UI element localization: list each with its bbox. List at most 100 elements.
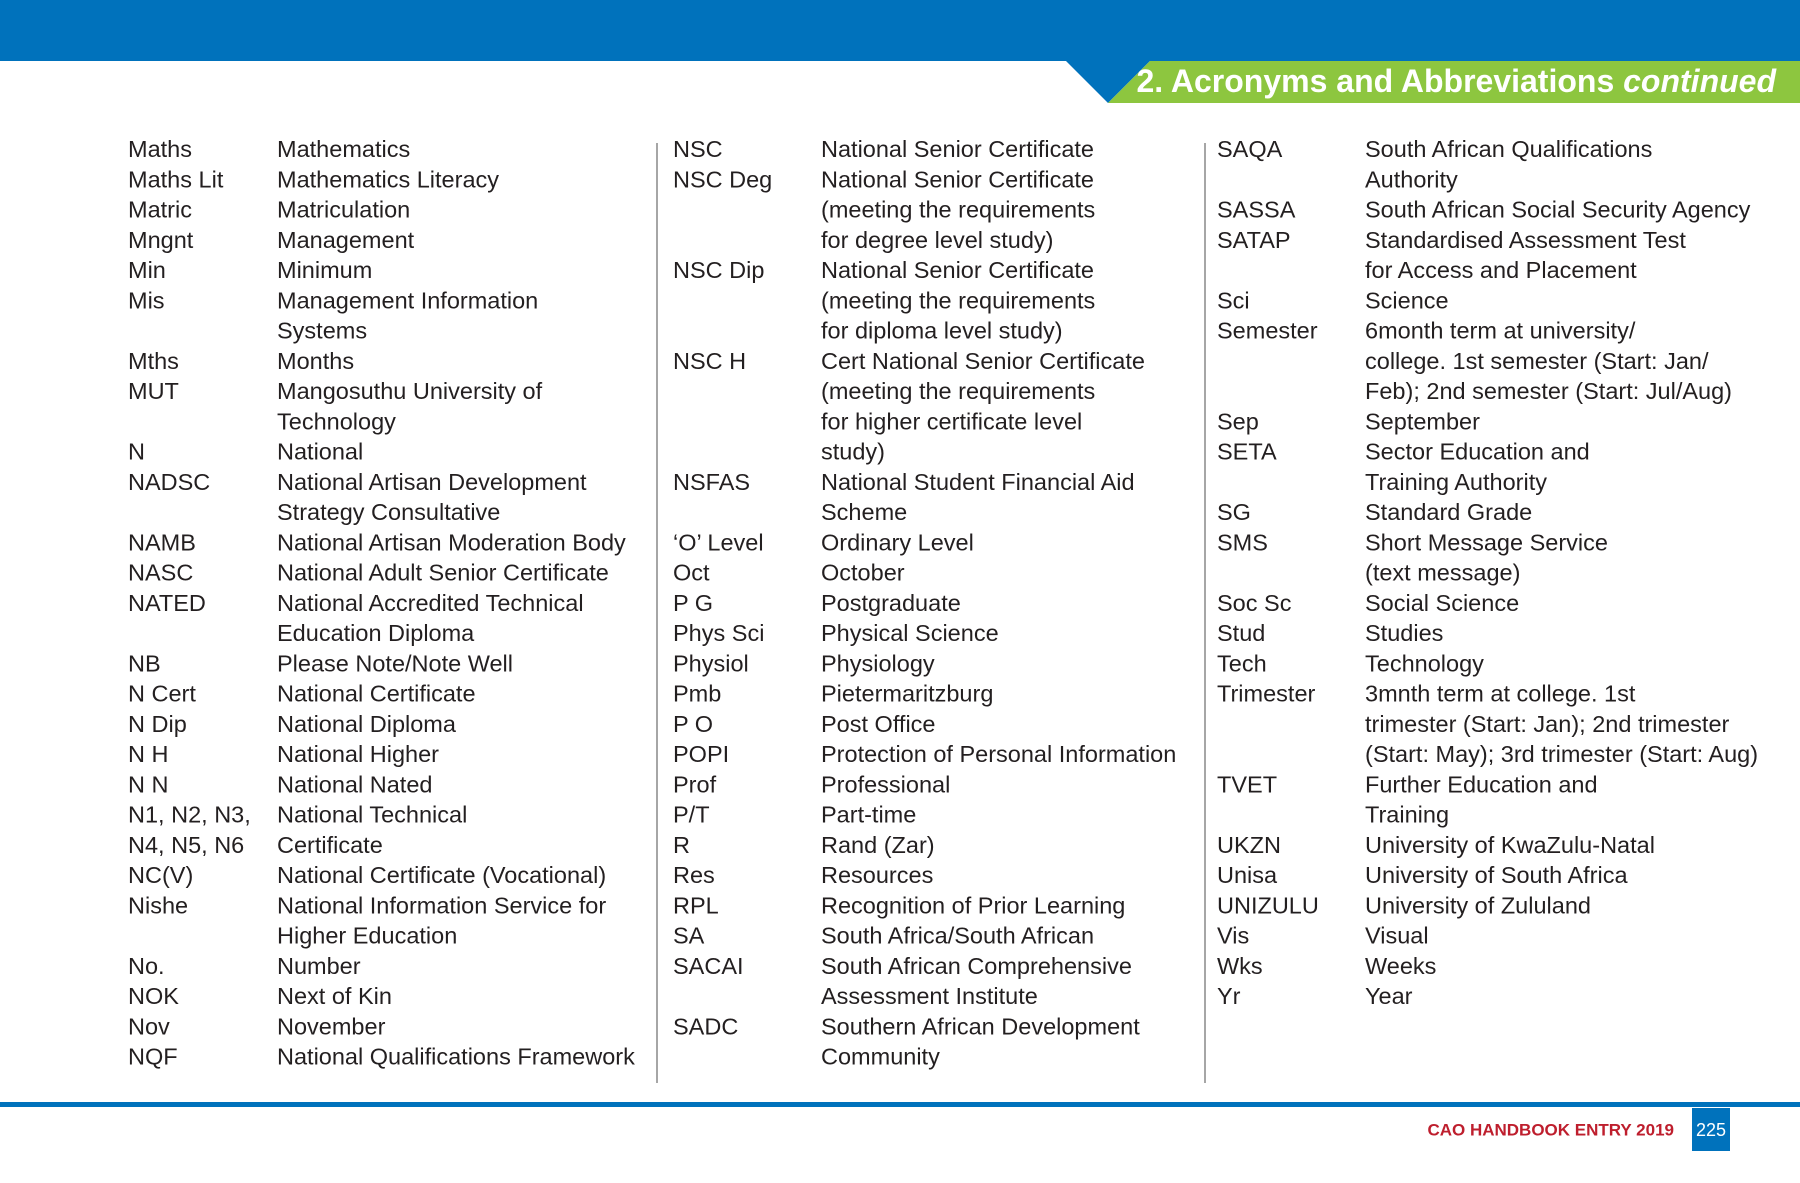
definition: Post Office (821, 711, 936, 737)
definition: National Higher (277, 741, 439, 767)
definition: 6month term at university/ (1365, 318, 1636, 344)
acronym: N4, N5, N6 (128, 832, 244, 858)
definition: National Senior Certificate (821, 136, 1094, 162)
definition: Matriculation (277, 197, 410, 223)
acronym: NSC (673, 136, 723, 162)
definition: National Artisan Moderation Body (277, 529, 626, 555)
acronym: NQF (128, 1044, 178, 1070)
acronym: P G (673, 590, 713, 616)
definition: Sector Education and (1365, 439, 1590, 465)
definition: Recognition of Prior Learning (821, 892, 1125, 918)
acronym: Unisa (1217, 862, 1278, 888)
definition: National Accredited Technical (277, 590, 584, 616)
definition: Systems (277, 318, 367, 344)
acronym: Min (128, 257, 166, 283)
acronym: TVET (1217, 771, 1277, 797)
definition: for Access and Placement (1365, 257, 1637, 283)
subtitle: continued (1623, 63, 1777, 99)
acronym: Phys Sci (673, 620, 764, 646)
acronym: UNIZULU (1217, 892, 1319, 918)
definition: National Information Service for (277, 892, 606, 918)
acronym: Sci (1217, 287, 1250, 313)
definition: Next of Kin (277, 983, 392, 1009)
acronym: Matric (128, 197, 192, 223)
definition: Scheme (821, 499, 907, 525)
definition: Management (277, 227, 415, 253)
header-wedge (1066, 61, 1150, 103)
definition: Resources (821, 862, 933, 888)
definition: Minimum (277, 257, 372, 283)
definition: University of South Africa (1365, 862, 1628, 888)
acronym: NADSC (128, 469, 210, 495)
definition: (meeting the requirements (821, 197, 1095, 223)
definition: National Adult Senior Certificate (277, 560, 609, 586)
acronym: POPI (673, 741, 729, 767)
acronym: Tech (1217, 650, 1267, 676)
definition: Protection of Personal Information (821, 741, 1176, 767)
acronym: Maths (128, 136, 192, 162)
definition: November (277, 1013, 386, 1039)
acronym: SADC (673, 1013, 738, 1039)
definition: trimester (Start: Jan); 2nd trimester (1365, 711, 1730, 737)
definition: Year (1365, 983, 1413, 1009)
acronym: N N (128, 771, 168, 797)
definition: Higher Education (277, 923, 457, 949)
definition: (Start: May); 3rd trimester (Start: Aug) (1365, 741, 1758, 767)
acronym: SATAP (1217, 227, 1291, 253)
header-bar (0, 0, 1800, 61)
definition: Science (1365, 287, 1449, 313)
acronym: SG (1217, 499, 1251, 525)
definition: Pietermaritzburg (821, 681, 993, 707)
header-title: 2. Acronyms and Abbreviations continued (1136, 63, 1777, 99)
definition: Strategy Consultative (277, 499, 500, 525)
acronym: SASSA (1217, 197, 1296, 223)
definition: Southern African Development (821, 1013, 1140, 1039)
definition: South African Social Security Agency (1365, 197, 1751, 223)
definition: Weeks (1365, 953, 1436, 979)
acronym: SA (673, 923, 705, 949)
definition: National Certificate (Vocational) (277, 862, 606, 888)
definition: Further Education and (1365, 771, 1598, 797)
acronym: NSC Deg (673, 166, 772, 192)
acronym: NSC H (673, 348, 746, 374)
definition: National Student Financial Aid (821, 469, 1135, 495)
acronym-list: Maths Mathematics Maths Lit Mathematics Lit… (128, 136, 1758, 1070)
definition: study) (821, 439, 885, 465)
acronym: Mngnt (128, 227, 194, 253)
definition: Part-time (821, 802, 916, 828)
definition: for degree level study) (821, 227, 1054, 253)
definition: South African Qualifications (1365, 136, 1652, 162)
definition: Short Message Service (1365, 529, 1608, 555)
definition: Professional (821, 771, 950, 797)
acronym: Sep (1217, 408, 1259, 434)
acronym: P/T (673, 802, 710, 828)
definition: (text message) (1365, 560, 1520, 586)
definition: National Diploma (277, 711, 457, 737)
acronym: N1, N2, N3, (128, 802, 251, 828)
definition: Cert National Senior Certificate (821, 348, 1145, 374)
page-number-box (1692, 1108, 1730, 1151)
acronym: N (128, 439, 145, 465)
acronym: Physiol (673, 650, 749, 676)
acronym: Wks (1217, 953, 1263, 979)
acronym: Res (673, 862, 715, 888)
definition: National Nated (277, 771, 432, 797)
definition: National Technical (277, 802, 467, 828)
page-number: 225 (1696, 1120, 1726, 1140)
definition: Standardised Assessment Test (1365, 227, 1686, 253)
acronym: NOK (128, 983, 179, 1009)
acronym: UKZN (1217, 832, 1281, 858)
definition: college. 1st semester (Start: Jan/ (1365, 348, 1709, 374)
acronym: Mths (128, 348, 179, 374)
acronym: Prof (673, 771, 717, 797)
acronym: Semester (1217, 318, 1318, 344)
definition: Please Note/Note Well (277, 650, 513, 676)
definition: South Africa/South African (821, 923, 1094, 949)
definition: Training Authority (1365, 469, 1547, 495)
definition: Technology (1365, 650, 1484, 676)
definition: (meeting the requirements (821, 378, 1095, 404)
definition: Months (277, 348, 354, 374)
definition: for higher certificate level (821, 408, 1082, 434)
